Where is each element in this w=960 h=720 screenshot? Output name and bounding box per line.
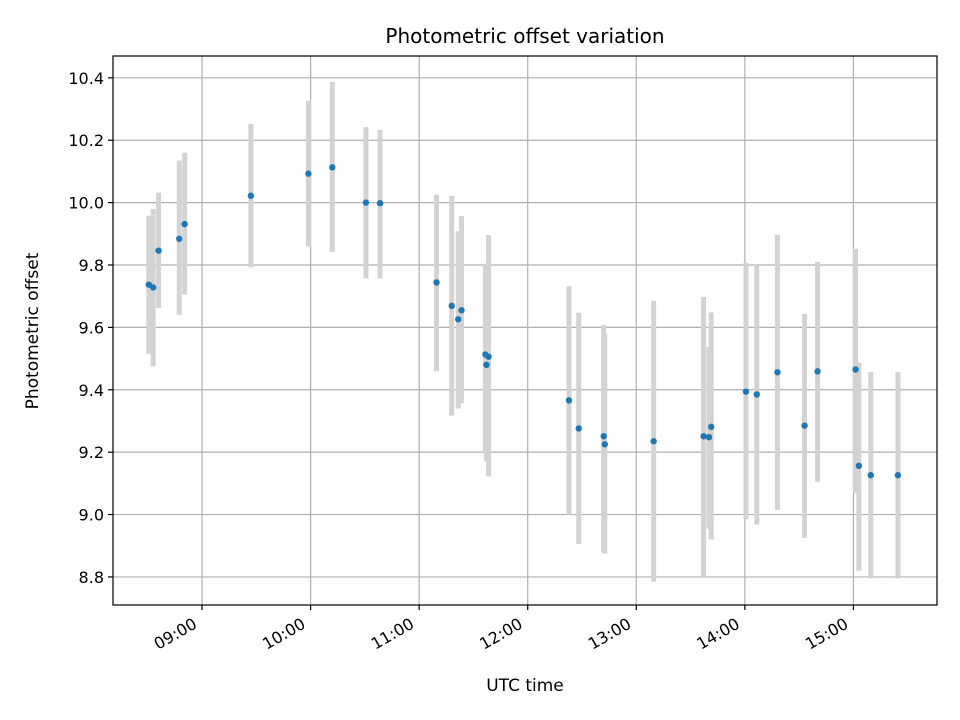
y-tick-label: 10.0 — [68, 194, 104, 213]
data-point — [867, 472, 874, 479]
data-point — [600, 433, 607, 440]
y-tick-label: 10.4 — [68, 69, 104, 88]
data-point — [362, 199, 370, 206]
data-point — [455, 316, 462, 323]
x-axis-title: UTC time — [486, 676, 564, 696]
data-point — [575, 425, 582, 432]
data-point — [705, 433, 713, 441]
data-point — [774, 369, 781, 376]
y-tick-label: 9.8 — [79, 256, 104, 275]
data-point — [855, 462, 863, 470]
y-tick-label: 10.2 — [68, 131, 104, 150]
data-point — [814, 368, 821, 375]
data-point — [329, 164, 336, 171]
y-tick-label: 9.0 — [79, 506, 104, 525]
y-tick-label: 9.4 — [79, 381, 104, 400]
data-point — [247, 192, 255, 199]
data-point — [305, 170, 312, 177]
data-point — [155, 247, 162, 254]
data-point — [894, 472, 902, 479]
data-point — [753, 391, 760, 398]
data-point — [565, 397, 573, 404]
data-point — [181, 220, 188, 228]
data-point — [149, 284, 157, 291]
data-point — [707, 423, 715, 431]
chart-title: Photometric offset variation — [385, 24, 664, 48]
data-point — [485, 353, 492, 360]
data-point — [601, 441, 608, 448]
data-point — [650, 438, 657, 445]
data-point — [376, 200, 384, 207]
data-point — [483, 361, 490, 369]
grid — [113, 56, 937, 605]
y-tick-label: 8.8 — [79, 568, 104, 587]
y-axis-title: Photometric offset — [23, 252, 43, 409]
plot-frame — [112, 55, 938, 606]
data-point — [448, 302, 455, 310]
data-point — [458, 307, 465, 314]
data-points — [145, 164, 902, 479]
data-point — [742, 388, 750, 395]
data-point — [176, 235, 183, 242]
data-point — [433, 279, 440, 286]
data-point — [852, 366, 859, 373]
y-tick-label: 9.6 — [79, 318, 104, 337]
data-point — [700, 433, 707, 440]
data-point — [801, 422, 808, 429]
y-tick-label: 9.2 — [79, 443, 104, 462]
